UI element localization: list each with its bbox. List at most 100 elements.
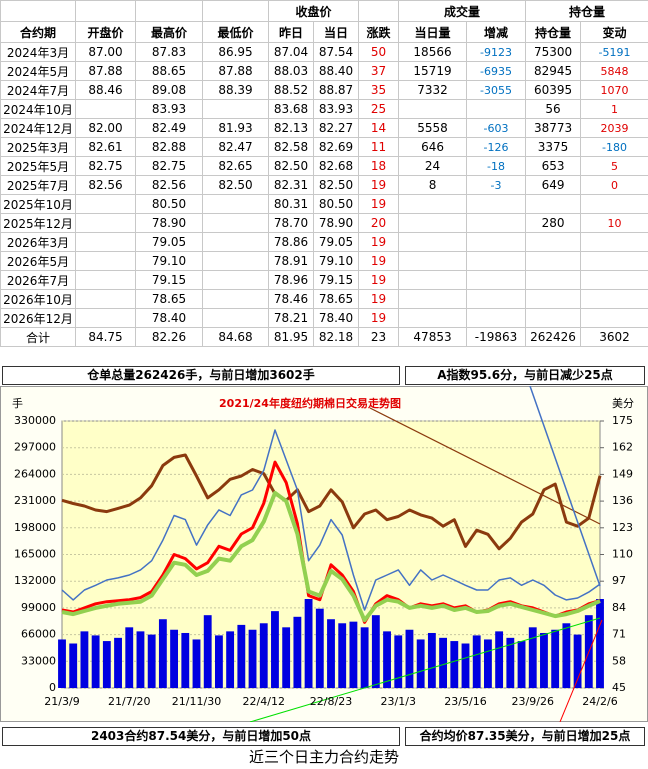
volume-bar: [282, 627, 291, 688]
volume-bar: [427, 632, 436, 688]
column-header: 合约期: [0, 21, 76, 43]
table-cell: [525, 289, 582, 309]
table-cell: 646: [398, 137, 468, 157]
table-cell: [75, 99, 136, 119]
y-tick-label: 198000: [14, 521, 56, 534]
table-cell: 79.15: [135, 270, 203, 290]
table-cell: 10: [580, 213, 648, 233]
table-cell: 82.75: [135, 156, 203, 176]
price-line: [61, 429, 601, 611]
table-cell: 82.27: [312, 118, 360, 138]
table-cell: 78.46: [268, 289, 314, 309]
volume-bar: [147, 634, 156, 688]
y-axis-label: 手: [12, 396, 23, 410]
volume-bar: [203, 615, 212, 688]
y-tick-label: 99000: [21, 601, 56, 614]
volume-bar: [573, 634, 582, 688]
volume-bar: [495, 631, 504, 688]
column-header: 开盘价: [75, 21, 136, 43]
table-cell: 2026年3月: [0, 232, 76, 252]
x-tick-label: 23/5/16: [444, 695, 486, 708]
x-tick-label: 24/2/6: [582, 695, 617, 708]
table-cell: [202, 289, 269, 309]
y2-tick-label: 71: [612, 628, 626, 641]
table-cell: 80.50: [312, 194, 360, 214]
table-cell: 82.13: [268, 118, 314, 138]
table-cell: 82.49: [135, 118, 203, 138]
y-tick-label: 264000: [14, 467, 56, 480]
table-cell: [75, 289, 136, 309]
y-tick-label: 330000: [14, 414, 56, 427]
table-row: 2024年10月 83.93 83.68 83.93 25 56 1: [0, 99, 648, 119]
table-cell: 2025年3月: [0, 137, 76, 157]
table-cell: -9123: [466, 42, 527, 62]
volume-bar: [483, 639, 492, 688]
caption: 近三个日主力合约走势: [248, 748, 399, 766]
table-cell: 87.83: [135, 42, 203, 62]
table-cell: 2026年5月: [0, 251, 76, 271]
y2-tick-label: 58: [612, 654, 626, 667]
table-cell: 1070: [580, 80, 648, 100]
table-cell: [466, 232, 527, 252]
table-cell: 78.21: [268, 308, 314, 328]
table-cell: 82.61: [75, 137, 136, 157]
table-cell: 87.04: [268, 42, 314, 62]
table-cell: 2026年7月: [0, 270, 76, 290]
y2-tick-label: 97: [612, 574, 626, 587]
table-cell: 75300: [525, 42, 582, 62]
quote-table: 收盘价 成交量 持仓量 合约期 开盘价 最高价 最低价 昨日 当日 涨跌 当日量 增减 持仓量 变动…: [0, 0, 648, 347]
price-line: [61, 490, 601, 623]
volume-bar: [304, 599, 313, 688]
table-cell: 82.18: [312, 327, 360, 347]
y-tick-label: 297000: [14, 441, 56, 454]
volume-bar: [371, 615, 380, 688]
volume-bar: [271, 611, 279, 688]
volume-bar: [562, 623, 571, 688]
table-cell: 82.88: [135, 137, 203, 157]
y2-tick-label: 123: [612, 521, 633, 534]
volume-bar: [596, 599, 604, 688]
table-cell: 78.65: [312, 289, 360, 309]
column-header: 当日量: [398, 21, 468, 43]
table-cell: 82.68: [312, 156, 360, 176]
table-cell: 2024年5月: [0, 61, 76, 81]
table-cell: 79.05: [312, 232, 360, 252]
table-row: 2025年10月 80.50 80.31 80.50 19: [0, 194, 648, 214]
volume-bar: [517, 641, 526, 688]
y-tick-label: 66000: [21, 628, 56, 641]
y2-tick-label: 149: [612, 467, 633, 480]
table-row: 合计 84.75 82.26 84.68 81.95 82.18 23 47853 -19863…: [0, 327, 648, 347]
chart: 2021/24年度纽约期棉日交易走势图 手 美分 0 33000 66000 9900…: [0, 386, 648, 722]
table-cell: 19: [358, 270, 400, 290]
volume-bar: [181, 632, 190, 688]
table-cell: 79.15: [312, 270, 360, 290]
volume-bar: [416, 639, 425, 688]
column-header: 变动: [580, 21, 648, 43]
group-header: 收盘价: [267, 0, 360, 22]
table-cell: 78.86: [268, 232, 314, 252]
table-cell: 19: [358, 308, 400, 328]
y-tick-label: 0: [49, 681, 56, 694]
table-row: 2026年5月 79.10 78.91 79.10 19: [0, 251, 648, 271]
column-header: 持仓量: [525, 21, 582, 43]
table-cell: 8: [398, 175, 468, 195]
table-cell: 83.93: [135, 99, 203, 119]
table-cell: 88.46: [75, 80, 136, 100]
volume-bar: [158, 619, 167, 688]
banner: 合约均价87.35美分，与前日增加25点: [405, 727, 645, 746]
volume-bar: [248, 629, 257, 688]
table-row: 2026年7月 79.15 78.96 79.15 19: [0, 270, 648, 290]
table-cell: [398, 213, 468, 233]
y-tick-label: 165000: [14, 548, 56, 561]
table-cell: [580, 194, 648, 214]
table-cell: 82.26: [135, 327, 203, 347]
x-tick-label: 21/3/9: [44, 695, 79, 708]
table-cell: [202, 213, 269, 233]
volume-bar: [80, 631, 89, 688]
table-cell: [580, 289, 648, 309]
table-cell: [466, 194, 527, 214]
annotation-arrow: [559, 619, 603, 722]
table-row: 2024年7月 88.46 89.08 88.39 88.52 88.87 35 7332 -3…: [0, 80, 648, 100]
volume-bar: [405, 629, 414, 688]
table-cell: [525, 308, 582, 328]
